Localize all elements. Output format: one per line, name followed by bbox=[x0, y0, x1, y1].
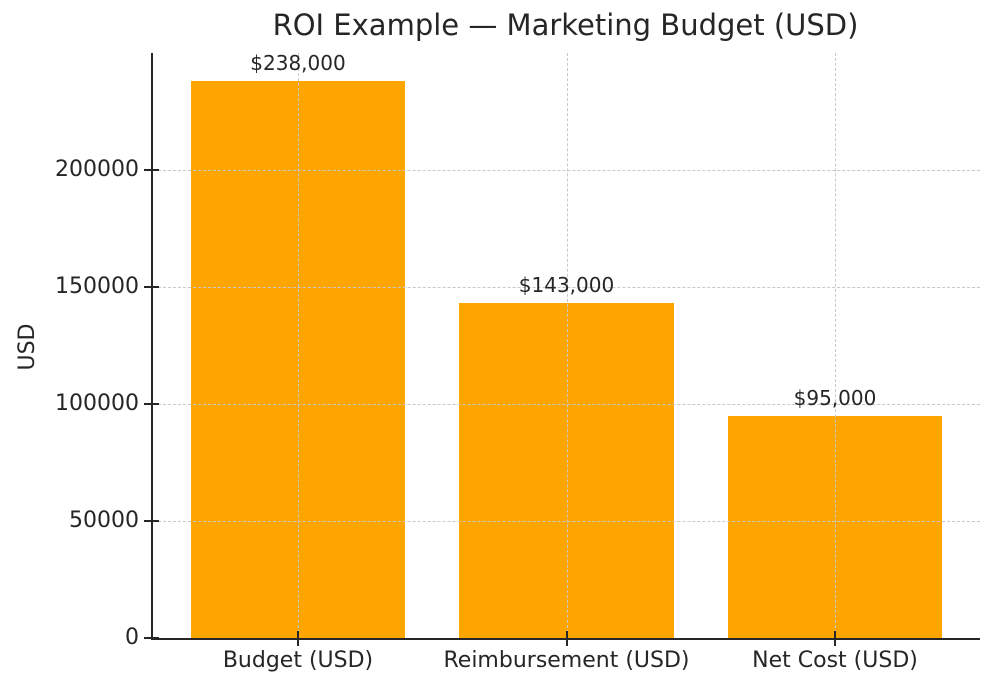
y-tick-mark bbox=[144, 285, 159, 288]
y-tick-mark bbox=[144, 519, 159, 522]
bar-value-label: $95,000 bbox=[793, 385, 877, 410]
v-gridline bbox=[566, 53, 568, 638]
y-tick-mark bbox=[144, 637, 159, 639]
y-tick-mark bbox=[144, 402, 159, 405]
x-tick-mark bbox=[834, 631, 836, 646]
x-tick-label: Budget (USD) bbox=[222, 648, 374, 673]
y-tick-label: 150000 bbox=[55, 273, 139, 299]
bar-value-label: $238,000 bbox=[250, 50, 346, 75]
y-tick-label: 200000 bbox=[55, 156, 139, 182]
x-tick-label: Reimbursement (USD) bbox=[443, 648, 690, 673]
chart-title: ROI Example — Marketing Budget (USD) bbox=[272, 8, 859, 42]
y-tick-label: 0 bbox=[125, 625, 139, 650]
x-tick-mark bbox=[296, 631, 299, 646]
v-gridline bbox=[835, 53, 836, 638]
v-gridline bbox=[297, 53, 299, 638]
plot-area: $238,000 $143,000 $95,000 bbox=[151, 50, 980, 640]
y-tick-mark bbox=[144, 168, 159, 171]
x-tick-label: Net Cost (USD) bbox=[752, 648, 918, 673]
y-axis-label: USD bbox=[15, 323, 40, 371]
y-tick-label: 100000 bbox=[55, 390, 139, 416]
bar bbox=[459, 303, 674, 638]
bar bbox=[727, 415, 943, 638]
y-tick-label: 50000 bbox=[69, 507, 139, 533]
bar bbox=[190, 80, 406, 638]
x-tick-mark bbox=[565, 631, 568, 646]
bar-value-label: $143,000 bbox=[518, 273, 615, 298]
